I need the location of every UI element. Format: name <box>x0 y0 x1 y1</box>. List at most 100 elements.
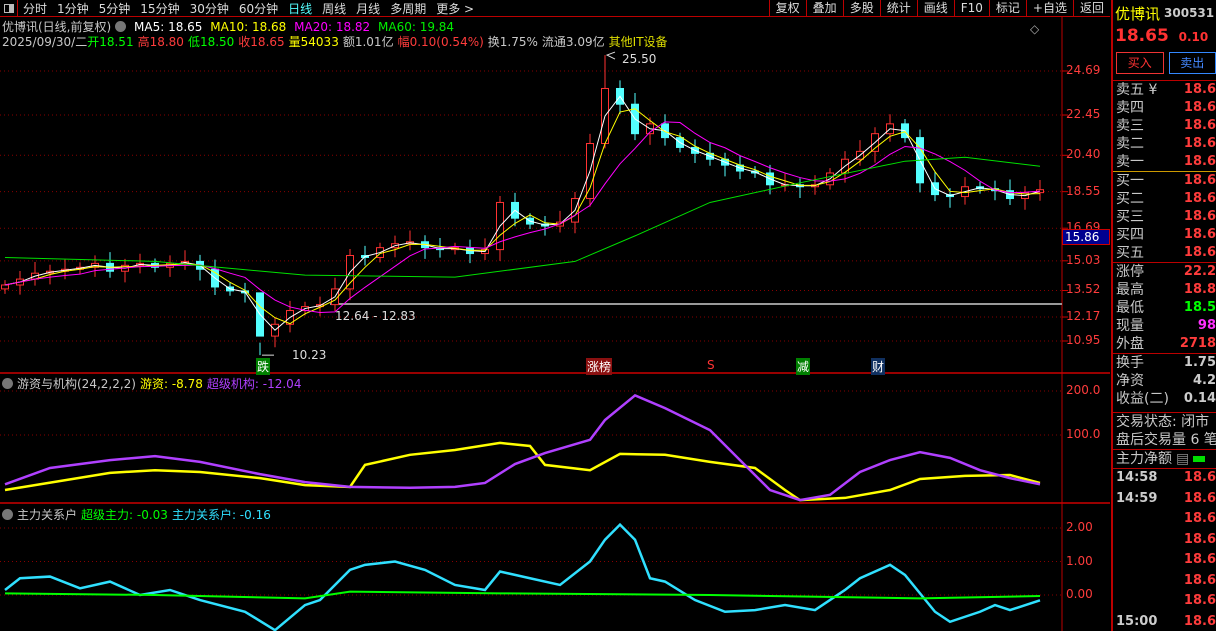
candle-body <box>1 284 9 290</box>
indicator2-header: 主力关系户 超级主力: -0.03 主力关系户: -0.16 <box>2 506 275 523</box>
bar-info: 2025/09/30/二开18.51 高18.80 低18.50 收18.65 量540… <box>2 33 672 50</box>
row-label: 卖五 ¥ <box>1116 82 1158 98</box>
row-value: 18.6 <box>1183 100 1216 115</box>
row-label: 净资 <box>1116 373 1144 389</box>
panel-toggle-button[interactable] <box>0 0 18 17</box>
crosshair-price-label: 15.86 <box>1062 229 1110 245</box>
last-price: 18.65 <box>1115 26 1169 46</box>
tick-time: 14:59 <box>1116 490 1158 506</box>
row-value: 18.6 <box>1183 136 1216 151</box>
tab-period[interactable]: 月线 <box>356 1 381 16</box>
tab-period[interactable]: 分时 <box>23 1 48 16</box>
bar-low: 低18.50 <box>187 35 235 49</box>
range-annotation: 12.64 - 12.83 <box>335 309 416 323</box>
row-label: 外盘 <box>1116 336 1144 352</box>
tool-button[interactable]: 多股 <box>842 0 880 17</box>
tab-period[interactable]: 15分钟 <box>140 1 180 16</box>
price-tick-label: 12.17 <box>1066 309 1101 324</box>
row-value: 18.6 <box>1183 118 1216 133</box>
low-annotation: 10.23 <box>292 348 327 362</box>
row-value: 18.6 <box>1183 82 1216 97</box>
tool-button[interactable]: 统计 <box>879 0 917 17</box>
tick-price: 18.6 <box>1183 531 1216 547</box>
ind2-tick-label: 1.00 <box>1066 553 1093 568</box>
row-value: 18.6 <box>1183 154 1216 169</box>
tick-price: 18.6 <box>1183 511 1216 526</box>
row-label: 卖三 <box>1116 118 1144 134</box>
event-marker[interactable]: 涨榜 <box>586 358 613 375</box>
row-label: 最低 <box>1116 300 1144 316</box>
bar-high: 高18.80 <box>137 35 184 49</box>
tab-period[interactable]: 30分钟 <box>189 1 229 16</box>
event-marker[interactable]: 减 <box>796 358 811 375</box>
period-toolbar: 分时 1分钟 5分钟 15分钟 30分钟 60分钟 日线 周线 月线 多周期 更多 > <box>0 0 1110 17</box>
tool-button[interactable]: F10 <box>953 0 989 17</box>
tick-time: 15:00 <box>1116 613 1158 629</box>
chart-header: 优博讯(日线,前复权) MA5: 18.65 MA10: 18.68 MA20:… <box>2 18 458 35</box>
bar-sector: 其他IT设备 <box>608 35 668 49</box>
row-label: 最高 <box>1116 282 1144 298</box>
row-value: 4.2 <box>1192 373 1216 388</box>
row-label: 买一 <box>1116 173 1144 189</box>
quote-row: 涨停 22.2 <box>1113 263 1216 281</box>
tab-period[interactable]: 周线 <box>322 1 347 16</box>
quote-row: 买一 18.6 <box>1113 172 1216 190</box>
event-marker[interactable]: 财 <box>871 358 886 375</box>
event-marker[interactable]: 跌 <box>256 358 271 375</box>
bar-turnover: 换1.75% <box>487 35 538 49</box>
row-value: 18.6 <box>1183 209 1216 224</box>
jigou-line <box>4 393 1041 502</box>
guanxi-line <box>4 522 1041 631</box>
chevron-down-icon[interactable] <box>2 378 13 389</box>
tick-time: 14:58 <box>1116 470 1158 485</box>
tab-period[interactable]: 1分钟 <box>57 1 89 16</box>
row-value: 2718 <box>1179 336 1216 351</box>
chart-tools: 复权 叠加 多股 统计 画线 F10 标记 +自选 返回 <box>768 0 1110 17</box>
sell-button[interactable]: 卖出 <box>1168 52 1216 74</box>
tick-price: 18.6 <box>1183 470 1216 485</box>
quote-row: 卖三 18.6 <box>1113 117 1216 135</box>
row-value: 18.8 <box>1183 282 1216 297</box>
indicator1-header: 游资与机构(24,2,2,2) 游资: -8.78 超级机构: -12.04 <box>2 375 305 392</box>
tick-row: 18.6 <box>1113 572 1216 593</box>
row-label: 卖二 <box>1116 136 1144 152</box>
bar-volume: 量54033 <box>288 35 339 49</box>
row-label: 买二 <box>1116 191 1144 207</box>
quote-row: 买五 18.6 <box>1113 244 1216 262</box>
tool-button[interactable]: 叠加 <box>805 0 843 17</box>
price-tick-label: 20.40 <box>1066 147 1101 162</box>
tool-button[interactable]: 返回 <box>1072 0 1110 17</box>
tool-button[interactable]: 复权 <box>768 0 806 17</box>
ma20-value: MA20: 18.82 <box>294 20 371 34</box>
tab-period[interactable]: 更多 > <box>436 1 475 16</box>
tool-button[interactable]: +自选 <box>1025 0 1073 17</box>
tab-period[interactable]: 60分钟 <box>238 1 279 16</box>
jigou-value: 超级机构: -12.04 <box>206 377 302 391</box>
event-marker[interactable]: S <box>706 358 716 372</box>
price-tick-label: 22.45 <box>1066 107 1101 122</box>
high-annotation: 25.50 <box>622 52 657 66</box>
after-hours-volume: 盘后交易量 6 笔 <box>1116 432 1216 448</box>
row-value: 98 <box>1197 318 1216 333</box>
tick-price: 18.6 <box>1183 572 1216 588</box>
chevron-down-icon[interactable] <box>115 21 127 32</box>
panel-icon <box>3 3 14 13</box>
tool-button[interactable]: 标记 <box>988 0 1026 17</box>
tab-period[interactable]: 日线 <box>288 1 313 16</box>
chevron-down-icon[interactable] <box>2 509 13 520</box>
quote-row: 现量 98 <box>1113 317 1216 335</box>
row-label: 买四 <box>1116 227 1144 243</box>
tab-period[interactable]: 5分钟 <box>98 1 131 16</box>
diamond-icon[interactable]: ◇ <box>1030 22 1040 36</box>
list-icon[interactable]: ▤ <box>1176 451 1190 467</box>
quote-row: 最低 18.5 <box>1113 299 1216 317</box>
bar-open: 开18.51 <box>87 35 134 49</box>
chart-canvas[interactable] <box>0 0 1110 631</box>
price-tick-label: 10.95 <box>1066 332 1101 347</box>
quote-row: 换手 1.75 <box>1113 354 1216 372</box>
buy-button[interactable]: 买入 <box>1116 52 1164 74</box>
row-label: 卖四 <box>1116 100 1144 116</box>
tab-period[interactable]: 多周期 <box>390 1 427 16</box>
guanxi-value: 主力关系户: -0.16 <box>171 508 271 522</box>
tool-button[interactable]: 画线 <box>916 0 954 17</box>
